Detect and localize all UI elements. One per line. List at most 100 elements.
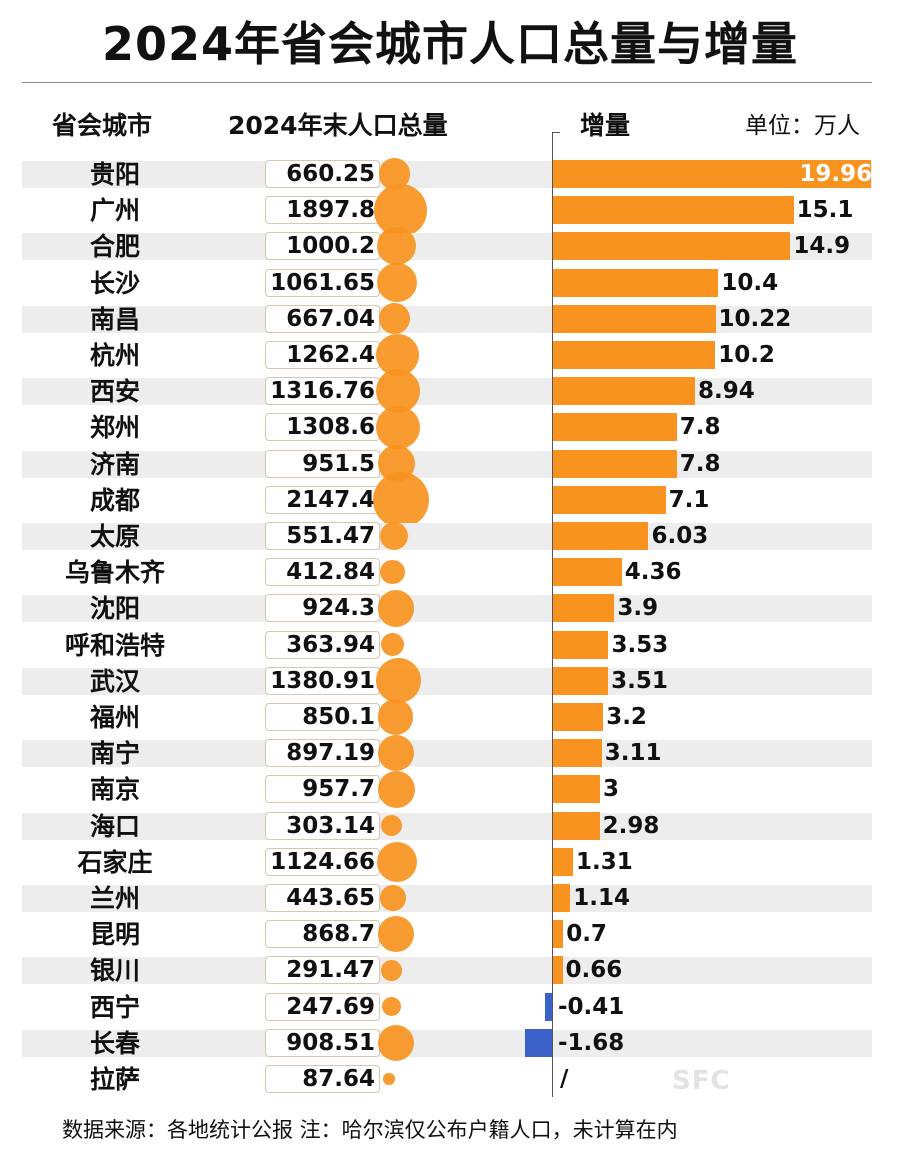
population-value: 908.51	[265, 1028, 380, 1057]
source-note: 数据来源：各地统计公报 注：哈尔滨仅公布户籍人口，未计算在内	[62, 1118, 678, 1142]
increment-bar	[552, 232, 791, 261]
increment-value: 14.9	[793, 233, 851, 260]
increment-value: 19.96	[799, 161, 873, 187]
population-value: 1316.76	[265, 377, 380, 406]
header-increment: 增量	[580, 111, 631, 140]
population-value: 551.47	[265, 522, 380, 550]
city-label: 济南	[89, 449, 140, 479]
city-label: 呼和浩特	[64, 630, 165, 660]
increment-value: 3	[603, 776, 620, 803]
increment-value: 1.31	[575, 848, 633, 875]
population-bubble	[381, 960, 402, 981]
increment-value: 3.9	[617, 595, 659, 622]
population-value: 957.7	[265, 775, 380, 804]
increment-value: 4.36	[624, 559, 682, 586]
zero-axis-line	[552, 132, 553, 1097]
increment-value: -1.68	[558, 1029, 625, 1056]
row-band	[22, 305, 872, 333]
increment-bar	[552, 377, 696, 406]
city-label: 南昌	[89, 304, 140, 334]
increment-value: 0.7	[566, 921, 607, 948]
city-label: 西宁	[89, 992, 140, 1022]
city-label: 银川	[89, 956, 140, 986]
row-band	[22, 812, 872, 840]
population-bubble	[377, 770, 415, 809]
increment-value: 2.98	[602, 812, 660, 839]
population-value: 924.3	[265, 594, 380, 623]
city-label: 广州	[89, 196, 140, 226]
increment-bar	[552, 268, 719, 297]
population-value: 1061.65	[265, 268, 380, 297]
city-label: 海口	[89, 811, 140, 841]
population-bubble	[376, 841, 418, 883]
city-label: 杭州	[89, 341, 140, 370]
increment-value: 7.8	[679, 450, 721, 477]
population-bubble	[380, 885, 406, 911]
population-bubble	[377, 262, 417, 303]
increment-bar	[552, 775, 600, 804]
population-bubble	[377, 1024, 415, 1061]
city-label: 乌鲁木齐	[64, 558, 165, 588]
increment-value: 7.1	[668, 486, 710, 513]
increment-value: 3.53	[611, 631, 669, 658]
population-value: 850.1	[265, 703, 380, 731]
population-value: 1124.66	[265, 847, 380, 876]
city-label: 南京	[89, 775, 140, 805]
row-band	[22, 667, 872, 695]
population-value: 291.47	[265, 956, 380, 985]
title-divider	[22, 82, 872, 83]
increment-bar	[552, 884, 571, 912]
increment-bar	[552, 196, 794, 225]
city-label: 拉萨	[89, 1065, 140, 1094]
increment-bar	[552, 847, 573, 876]
population-value: 303.14	[265, 811, 380, 840]
city-label: 福州	[89, 703, 140, 732]
increment-bar	[552, 956, 563, 985]
increment-bar	[552, 449, 677, 478]
increment-value: /	[560, 1066, 569, 1092]
city-label: 沈阳	[89, 594, 140, 624]
increment-value: 3.11	[604, 740, 662, 767]
population-value: 1262.4	[265, 341, 380, 369]
population-bubble	[378, 699, 414, 735]
watermark-logo: SFC	[672, 1066, 731, 1096]
increment-bar	[552, 485, 666, 514]
city-label: 合肥	[89, 232, 140, 262]
increment-bar	[525, 1028, 552, 1057]
population-value: 951.5	[265, 449, 380, 478]
increment-value: 0.66	[565, 957, 623, 984]
population-value: 87.64	[265, 1065, 380, 1093]
city-label: 石家庄	[77, 847, 153, 877]
population-bubble	[381, 997, 401, 1017]
increment-bar	[552, 160, 872, 188]
increment-value: 8.94	[698, 378, 755, 405]
row-band	[22, 1029, 872, 1057]
population-value: 363.94	[265, 630, 380, 659]
increment-bar	[552, 341, 716, 369]
population-value: 897.19	[265, 739, 380, 768]
increment-value: 7.8	[679, 414, 721, 441]
row-band	[22, 957, 872, 985]
population-bubble	[375, 658, 421, 704]
city-label: 太原	[89, 522, 140, 551]
increment-value: 3.51	[611, 667, 668, 694]
population-bubble	[383, 1073, 395, 1085]
zero-axis-tick	[552, 132, 560, 133]
increment-bar	[552, 703, 604, 731]
city-label: 成都	[89, 485, 140, 515]
increment-value: 15.1	[796, 197, 854, 224]
population-value: 2147.4	[265, 485, 380, 514]
city-label: 南宁	[89, 739, 140, 769]
increment-bar	[552, 811, 600, 840]
header-population: 2024年末人口总量	[228, 111, 448, 140]
increment-bar	[552, 666, 609, 695]
increment-value: 10.2	[718, 342, 775, 368]
population-bubble	[377, 735, 415, 772]
city-label: 西安	[89, 377, 140, 407]
city-label: 兰州	[89, 884, 140, 913]
population-value: 868.7	[265, 920, 380, 949]
city-label: 郑州	[89, 413, 140, 443]
city-label: 昆明	[89, 920, 140, 950]
population-value: 247.69	[265, 992, 380, 1021]
row-band	[22, 885, 872, 912]
